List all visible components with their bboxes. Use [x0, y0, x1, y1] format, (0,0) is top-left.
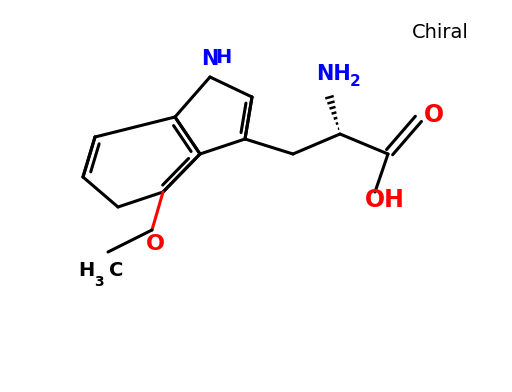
Text: H: H	[215, 48, 231, 67]
Text: O: O	[145, 234, 164, 254]
Text: 2: 2	[350, 74, 360, 89]
Text: Chiral: Chiral	[412, 22, 468, 42]
Text: C: C	[109, 261, 123, 279]
Text: 3: 3	[94, 275, 104, 289]
Text: N: N	[201, 49, 219, 69]
Text: NH: NH	[315, 64, 350, 84]
Text: O: O	[424, 103, 444, 127]
Text: H: H	[79, 261, 95, 279]
Text: OH: OH	[365, 188, 405, 212]
